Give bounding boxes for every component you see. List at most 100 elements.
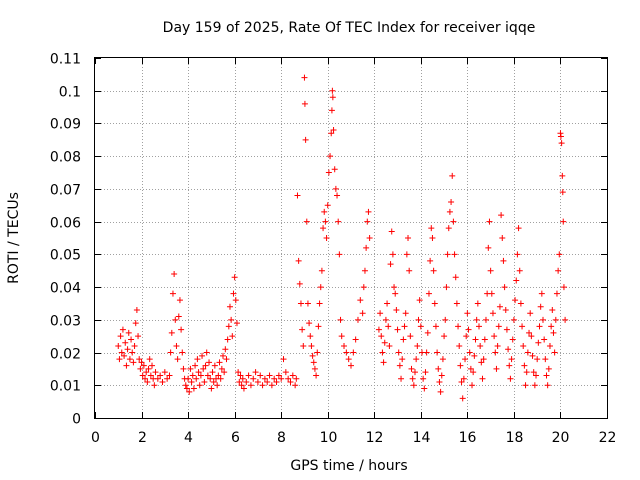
data-point — [193, 375, 200, 382]
data-point — [551, 349, 558, 356]
data-point — [489, 310, 496, 317]
data-point — [530, 369, 537, 376]
data-point — [542, 356, 549, 363]
data-point — [402, 310, 409, 317]
data-point — [226, 303, 233, 310]
data-point — [228, 316, 235, 323]
data-point — [169, 290, 176, 297]
data-point — [187, 365, 194, 372]
data-point — [204, 372, 211, 379]
data-point — [366, 235, 373, 241]
data-point — [538, 290, 545, 297]
data-point — [115, 343, 122, 349]
data-point — [352, 336, 359, 343]
data-point — [482, 316, 489, 323]
data-point — [464, 310, 471, 317]
data-point — [122, 339, 129, 346]
data-point — [183, 385, 190, 392]
data-point — [395, 349, 402, 356]
data-point — [304, 300, 311, 307]
data-point — [167, 349, 174, 356]
data-point — [321, 208, 328, 215]
data-point — [318, 267, 325, 274]
data-point — [257, 372, 264, 379]
data-point — [513, 277, 520, 284]
data-points — [115, 74, 569, 402]
x-tick-labels: 0 2 4 6 8 10 12 14 16 18 20 22 — [91, 430, 616, 446]
data-point — [315, 323, 322, 330]
data-point — [434, 349, 441, 356]
data-point — [491, 333, 498, 340]
data-point — [378, 333, 385, 340]
data-point — [467, 365, 474, 372]
data-point — [268, 382, 275, 389]
data-point — [180, 365, 187, 372]
data-point — [541, 336, 548, 343]
data-point — [314, 349, 321, 356]
y-tick-label: 0.03 — [50, 314, 81, 330]
y-tick-label: 0 — [72, 412, 81, 428]
x-axis-label: GPS time / hours — [290, 458, 407, 474]
data-point — [528, 333, 535, 340]
data-point — [545, 365, 552, 372]
data-point — [116, 356, 123, 363]
data-point — [208, 385, 215, 392]
grid — [95, 58, 607, 418]
data-point — [469, 382, 476, 389]
data-point — [182, 382, 189, 389]
data-point — [350, 349, 357, 356]
data-point — [132, 320, 139, 327]
data-point — [220, 352, 226, 359]
data-point — [505, 346, 512, 353]
data-point — [445, 225, 452, 232]
data-point — [222, 346, 229, 353]
data-point — [416, 297, 423, 304]
data-point — [450, 218, 457, 225]
x-tick-label: 6 — [231, 430, 240, 446]
data-point — [457, 362, 464, 369]
data-point — [515, 225, 522, 232]
data-point — [431, 300, 438, 307]
data-point — [231, 274, 238, 281]
data-point — [472, 336, 479, 343]
data-point — [495, 323, 502, 330]
data-point — [121, 352, 128, 359]
y-tick-labels: 0 0.01 0.02 0.03 0.04 0.05 0.06 0.07 0.08 0.09 0.1… — [50, 52, 81, 428]
data-point — [247, 382, 254, 389]
data-point — [486, 218, 493, 225]
data-point — [300, 343, 307, 349]
data-point — [164, 375, 171, 382]
data-point — [543, 372, 550, 379]
y-tick-label: 0.07 — [50, 183, 81, 199]
data-point — [130, 359, 137, 366]
data-point — [456, 343, 463, 349]
data-point — [413, 356, 420, 363]
data-point — [190, 385, 197, 392]
data-point — [396, 362, 403, 369]
data-point — [533, 372, 540, 379]
x-tick-label: 22 — [599, 430, 617, 446]
data-point — [238, 382, 245, 389]
data-point — [455, 323, 462, 330]
data-point — [301, 74, 308, 81]
data-point — [327, 153, 334, 160]
data-point — [493, 365, 500, 372]
data-point — [430, 267, 437, 274]
data-point — [381, 339, 388, 346]
data-point — [474, 300, 481, 307]
y-tick-label: 0.1 — [59, 85, 81, 101]
data-point — [343, 349, 350, 356]
data-point — [439, 356, 446, 363]
data-point — [479, 375, 486, 382]
data-point — [322, 218, 329, 225]
data-point — [432, 323, 439, 330]
data-point — [271, 375, 278, 382]
data-point — [508, 356, 515, 363]
data-point — [230, 290, 237, 297]
data-point — [196, 382, 203, 389]
data-point — [296, 280, 303, 287]
data-point — [435, 365, 442, 372]
data-point — [338, 333, 345, 340]
data-point — [544, 382, 551, 389]
data-point — [476, 323, 482, 330]
